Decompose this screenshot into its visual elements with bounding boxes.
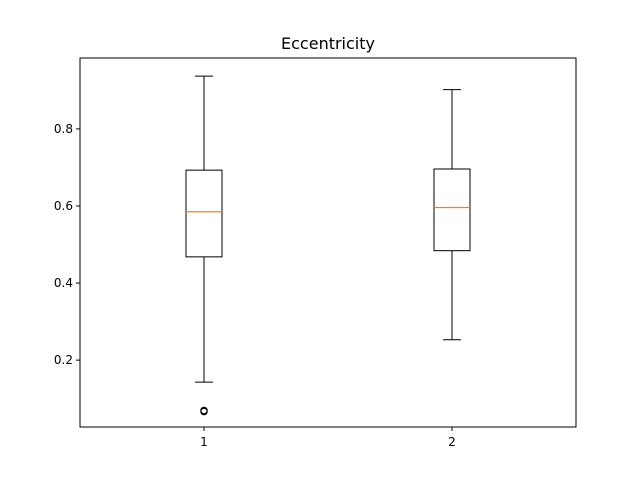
box-iqr xyxy=(185,169,223,258)
chart-title: Eccentricity xyxy=(281,34,375,53)
axes-frame xyxy=(79,57,577,428)
box-iqr xyxy=(433,168,471,252)
x-tick-label: 2 xyxy=(448,435,456,449)
plot-area: 0.2 0.4 0.6 0.8 1 2 xyxy=(54,75,471,449)
y-tick-label: 0.6 xyxy=(54,199,73,213)
outlier-point xyxy=(200,407,208,415)
y-tick-label: 0.2 xyxy=(54,353,73,367)
y-tick-label: 0.4 xyxy=(54,276,73,290)
y-tick-label: 0.8 xyxy=(54,122,73,136)
x-tick-label: 1 xyxy=(200,435,208,449)
